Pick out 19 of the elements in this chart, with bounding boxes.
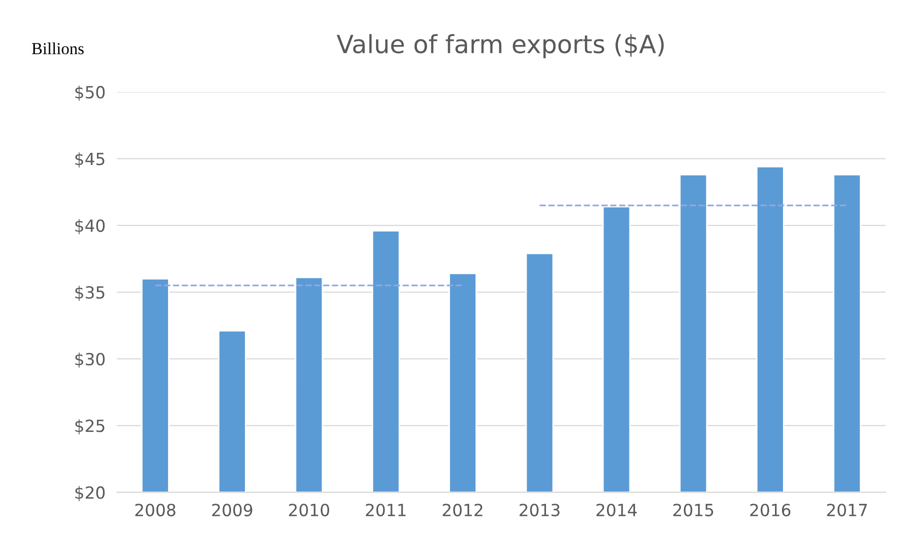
x-tick-label: 2011: [366, 504, 406, 516]
y-tick-label: $25: [75, 419, 104, 434]
x-tick-label: 2017: [827, 504, 867, 516]
y-tick-label: $30: [75, 352, 105, 368]
x-tick-label: 2008: [135, 504, 176, 516]
x-tick-label: 2013: [520, 504, 560, 516]
y-tick-label: $20: [75, 486, 105, 502]
x-tick-label: 2010: [289, 504, 330, 516]
x-tick-label: 2012: [442, 504, 482, 516]
y-axis-title: Billions: [32, 42, 84, 54]
x-tick-label: 2014: [596, 504, 637, 516]
y-tick-label: $45: [75, 152, 104, 168]
y-tick-label: $40: [75, 219, 105, 234]
x-tick-label: 2015: [673, 504, 714, 516]
x-tick-label: 2009: [212, 504, 252, 516]
chart-title: Value of farm exports ($A): [336, 34, 664, 58]
x-tick-label: 2016: [750, 504, 790, 516]
y-tick-label: $50: [75, 86, 105, 101]
y-tick-label: $35: [75, 286, 104, 301]
